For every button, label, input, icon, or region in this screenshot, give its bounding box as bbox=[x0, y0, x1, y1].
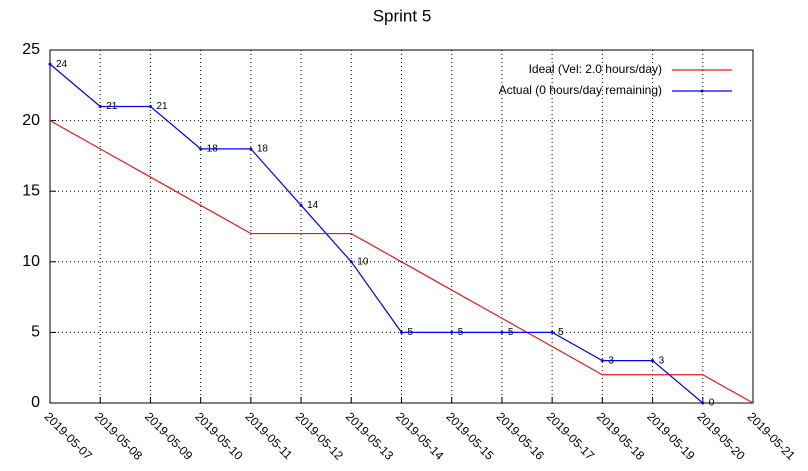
data-label: 5 bbox=[458, 327, 464, 338]
x-tick-label: 2019-05-09 bbox=[142, 409, 196, 463]
point bbox=[199, 147, 203, 151]
x-tick-label: 2019-05-07 bbox=[42, 409, 96, 463]
data-label: 5 bbox=[508, 327, 514, 338]
plot-border bbox=[49, 49, 754, 404]
y-tick-label: 20 bbox=[22, 112, 40, 129]
data-label: 24 bbox=[56, 59, 68, 70]
x-tick-label: 2019-05-21 bbox=[745, 409, 799, 463]
series-line bbox=[49, 63, 704, 404]
y-tick-label: 10 bbox=[22, 253, 40, 270]
point bbox=[450, 330, 454, 334]
point bbox=[400, 330, 403, 334]
data-label: 5 bbox=[408, 327, 414, 338]
data-label: 0 bbox=[709, 398, 715, 409]
y-tick-label: 15 bbox=[22, 182, 40, 199]
point bbox=[299, 203, 303, 207]
x-tick-label: 2019-05-11 bbox=[242, 409, 295, 462]
y-tick-label: 5 bbox=[31, 324, 40, 341]
point bbox=[600, 359, 604, 363]
series-line bbox=[49, 120, 754, 404]
data-label: 10 bbox=[357, 256, 369, 267]
data-label: 21 bbox=[106, 101, 118, 112]
data-label: 18 bbox=[207, 143, 219, 154]
point bbox=[98, 104, 102, 108]
data-label: 18 bbox=[257, 143, 269, 154]
point bbox=[249, 147, 253, 151]
x-tick-label: 2019-05-12 bbox=[293, 409, 347, 463]
point bbox=[148, 104, 152, 108]
data-label: 21 bbox=[156, 101, 168, 112]
data-label: 5 bbox=[558, 327, 564, 338]
point bbox=[550, 330, 554, 334]
point bbox=[349, 260, 353, 264]
legend-marker bbox=[700, 89, 704, 93]
point bbox=[48, 62, 52, 66]
legend-label: Ideal (Vel: 2.0 hours/day) bbox=[529, 62, 662, 76]
chart-title: Sprint 5 bbox=[373, 6, 432, 25]
point bbox=[651, 359, 655, 363]
data-label: 3 bbox=[659, 355, 665, 366]
x-tick-label: 2019-05-13 bbox=[343, 409, 397, 463]
x-tick-label: 2019-05-16 bbox=[494, 409, 548, 463]
x-tick-label: 2019-05-19 bbox=[644, 409, 698, 463]
data-label: 14 bbox=[307, 200, 319, 211]
x-tick-label: 2019-05-14 bbox=[393, 409, 447, 463]
x-tick-label: 2019-05-18 bbox=[594, 409, 648, 463]
x-tick-label: 2019-05-17 bbox=[544, 409, 598, 463]
x-tick-label: 2019-05-10 bbox=[192, 409, 246, 463]
point bbox=[701, 401, 705, 405]
data-label: 3 bbox=[608, 355, 614, 366]
x-tick-label: 2019-05-20 bbox=[694, 409, 748, 463]
y-tick-label: 25 bbox=[22, 41, 40, 58]
legend-label: Actual (0 hours/day remaining) bbox=[499, 83, 662, 97]
x-tick-label: 2019-05-15 bbox=[443, 409, 497, 463]
y-tick-label: 0 bbox=[31, 394, 40, 411]
x-tick-label: 2019-05-08 bbox=[92, 409, 146, 463]
point bbox=[500, 330, 504, 334]
